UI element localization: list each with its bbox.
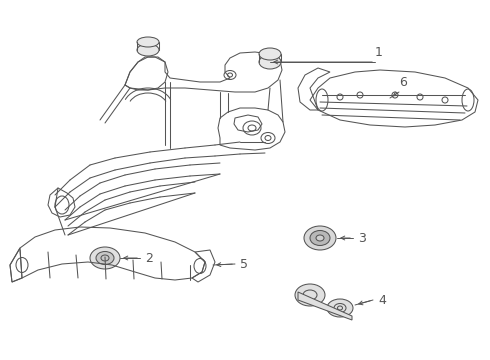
Ellipse shape — [327, 299, 353, 317]
Ellipse shape — [259, 55, 281, 69]
Text: 4: 4 — [378, 293, 386, 306]
Ellipse shape — [259, 48, 281, 60]
Text: 3: 3 — [358, 231, 366, 244]
Ellipse shape — [316, 235, 324, 241]
Polygon shape — [298, 292, 352, 320]
Text: 5: 5 — [240, 257, 248, 270]
Ellipse shape — [137, 37, 159, 47]
Text: 1: 1 — [375, 45, 383, 59]
Ellipse shape — [304, 226, 336, 250]
Text: 6: 6 — [399, 76, 407, 89]
Ellipse shape — [137, 44, 159, 56]
Ellipse shape — [96, 252, 114, 265]
Ellipse shape — [310, 230, 330, 246]
Ellipse shape — [90, 247, 120, 269]
Text: 2: 2 — [145, 252, 153, 265]
Ellipse shape — [295, 284, 325, 306]
